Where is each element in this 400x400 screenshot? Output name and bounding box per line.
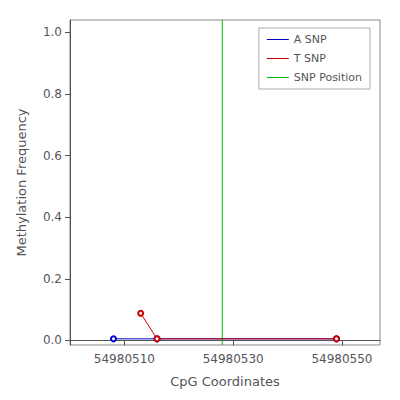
svg-text:A SNP: A SNP bbox=[294, 33, 327, 46]
svg-text:1.0: 1.0 bbox=[43, 25, 62, 39]
svg-text:54980510: 54980510 bbox=[94, 352, 155, 366]
svg-text:0.0: 0.0 bbox=[43, 333, 62, 347]
svg-text:0.4: 0.4 bbox=[43, 210, 62, 224]
svg-text:T SNP: T SNP bbox=[293, 52, 326, 65]
svg-text:0.8: 0.8 bbox=[43, 87, 62, 101]
svg-text:0.6: 0.6 bbox=[43, 149, 62, 163]
svg-text:CpG Coordinates: CpG Coordinates bbox=[170, 374, 280, 389]
svg-text:0.2: 0.2 bbox=[43, 272, 62, 286]
svg-text:Methylation Frequency: Methylation Frequency bbox=[14, 108, 29, 256]
svg-text:54980550: 54980550 bbox=[311, 352, 372, 366]
svg-text:54980530: 54980530 bbox=[203, 352, 264, 366]
svg-text:SNP Position: SNP Position bbox=[294, 71, 362, 84]
